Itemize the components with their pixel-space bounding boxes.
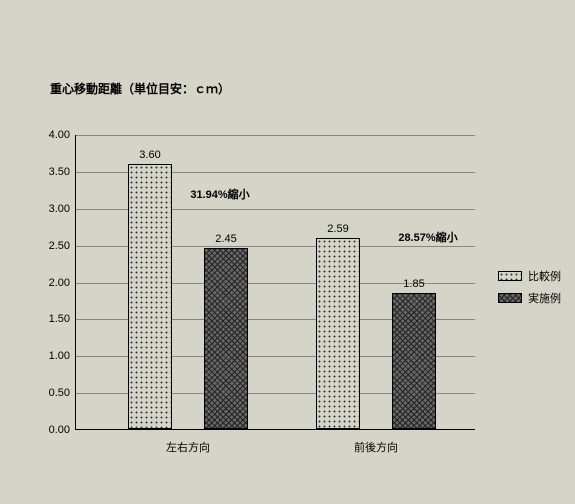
bar: 2.59	[316, 238, 360, 429]
chart-title: 重心移動距離（単位目安：ｃｍ）	[50, 80, 230, 97]
ytick-label: 1.00	[49, 350, 70, 362]
ytick-label: 4.00	[49, 129, 70, 141]
annotation: 31.94%縮小	[190, 186, 249, 202]
bar: 3.60	[128, 164, 172, 430]
legend-swatch	[498, 293, 522, 303]
bar: 2.45	[204, 248, 248, 429]
legend-item: 比較例	[498, 268, 561, 284]
legend-label: 比較例	[528, 268, 561, 284]
gridline	[76, 135, 475, 136]
ytick-label: 1.50	[49, 313, 70, 325]
bar-value-label: 2.59	[327, 223, 348, 235]
bar-value-label: 2.45	[215, 233, 236, 245]
ytick-label: 2.50	[49, 240, 70, 252]
annotation: 28.57%縮小	[398, 229, 457, 245]
ytick-label: 3.00	[49, 203, 70, 215]
x-category-label: 前後方向	[354, 439, 398, 455]
legend: 比較例実施例	[498, 268, 561, 312]
bar-value-label: 3.60	[139, 149, 160, 161]
ytick-label: 0.00	[49, 424, 70, 436]
plot-area: 0.000.501.001.502.002.503.003.504.003.60…	[75, 135, 475, 430]
legend-swatch	[498, 271, 522, 281]
bar: 1.85	[392, 293, 436, 429]
ytick-label: 3.50	[49, 166, 70, 178]
legend-label: 実施例	[528, 290, 561, 306]
legend-item: 実施例	[498, 290, 561, 306]
x-category-label: 左右方向	[166, 439, 210, 455]
ytick-label: 2.00	[49, 277, 70, 289]
ytick-label: 0.50	[49, 387, 70, 399]
bar-value-label: 1.85	[403, 278, 424, 290]
